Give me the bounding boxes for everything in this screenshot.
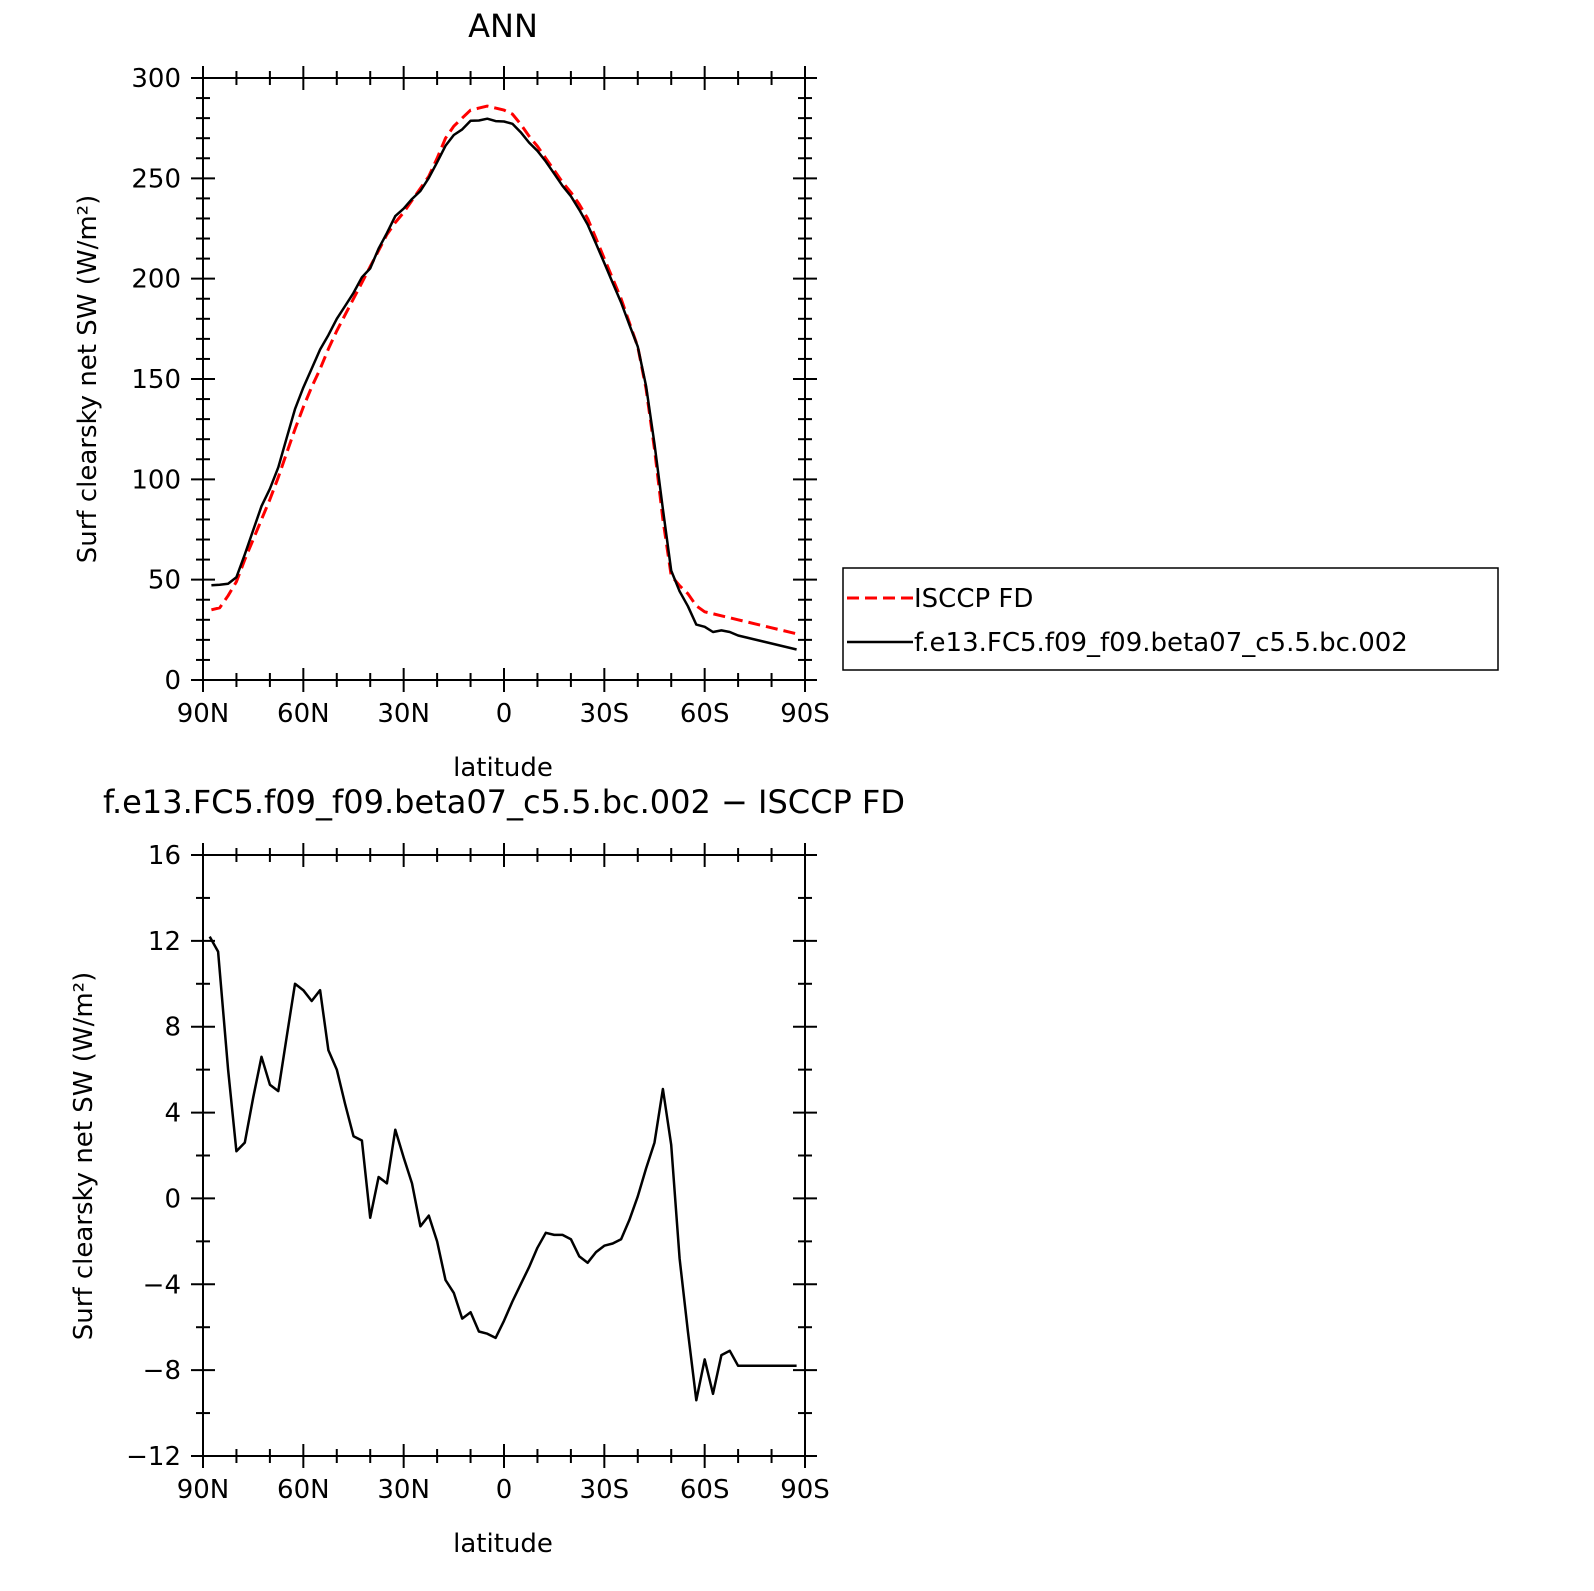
bottom-x-tick-label: 0: [496, 1475, 513, 1505]
top-y-axis-title: Surf clearsky net SW (W/m²): [73, 195, 103, 563]
top-y-tick-label: 100: [131, 465, 181, 495]
top-plot-frame: [202, 77, 806, 681]
bottom-y-tick-label: −4: [143, 1270, 181, 1300]
top-y-tick-label: 200: [131, 265, 181, 295]
top-x-tick-label: 0: [496, 699, 513, 729]
bottom-plot-frame: [202, 854, 806, 1457]
bottom-y-tick-label: 16: [148, 841, 181, 871]
top-x-tick-label: 90S: [780, 699, 830, 729]
bottom-series-line-0: [208, 935, 797, 1402]
bottom-y-tick-label: 4: [164, 1099, 181, 1129]
top-panel: ANN 90N 60N 30N 0 30S 60S 90S 0 50 100 150 200 250 30…: [73, 7, 830, 783]
top-ticks: 90N 60N 30N 0 30S 60S 90S 0 50 100 150 200 250 300: [131, 64, 829, 729]
bottom-ticks: 90N 60N 30N 0 30S 60S 90S −12 −8 −4 0 4 8 12 16: [126, 841, 830, 1505]
top-x-tick-label: 60S: [680, 699, 730, 729]
bottom-x-axis-title: latitude: [453, 1529, 553, 1559]
bottom-x-tick-label: 30S: [580, 1475, 630, 1505]
top-y-tick-label: 300: [131, 64, 181, 94]
bottom-chart-title: f.e13.FC5.f09_f09.beta07_c5.5.bc.002 − I…: [103, 783, 905, 821]
legend-label-isccp: ISCCP FD: [914, 584, 1033, 614]
legend: ISCCP FD f.e13.FC5.f09_f09.beta07_c5.5.b…: [842, 567, 1499, 671]
bottom-y-tick-label: −12: [126, 1442, 181, 1472]
bottom-x-tick-label: 90S: [780, 1475, 830, 1505]
top-y-tick-label: 50: [148, 566, 181, 596]
legend-box: [842, 567, 1499, 671]
top-y-tick-label: 0: [164, 666, 181, 696]
top-x-tick-label: 30N: [377, 699, 430, 729]
bottom-x-tick-label: 60S: [680, 1475, 730, 1505]
bottom-y-tick-label: 8: [164, 1013, 181, 1043]
top-y-tick-label: 250: [131, 164, 181, 194]
bottom-x-tick-label: 90N: [177, 1475, 230, 1505]
top-x-tick-label: 60N: [277, 699, 330, 729]
bottom-x-tick-label: 60N: [277, 1475, 330, 1505]
bottom-x-tick-label: 30N: [377, 1475, 430, 1505]
top-chart-title: ANN: [468, 7, 538, 45]
bottom-y-tick-label: −8: [143, 1356, 181, 1386]
bottom-y-tick-label: 0: [164, 1184, 181, 1214]
legend-label-model: f.e13.FC5.f09_f09.beta07_c5.5.bc.002: [914, 628, 1408, 658]
top-series: [211, 104, 797, 651]
bottom-panel: f.e13.FC5.f09_f09.beta07_c5.5.bc.002 − I…: [69, 783, 905, 1559]
bottom-series: [208, 935, 797, 1402]
bottom-y-axis-title: Surf clearsky net SW (W/m²): [69, 972, 99, 1340]
top-x-tick-label: 90N: [177, 699, 230, 729]
bottom-y-tick-label: 12: [148, 927, 181, 957]
top-y-tick-label: 150: [131, 365, 181, 395]
top-series-line-0: [211, 104, 797, 636]
top-x-axis-title: latitude: [453, 753, 553, 783]
top-x-tick-label: 30S: [580, 699, 630, 729]
top-series-line-1: [211, 117, 797, 651]
